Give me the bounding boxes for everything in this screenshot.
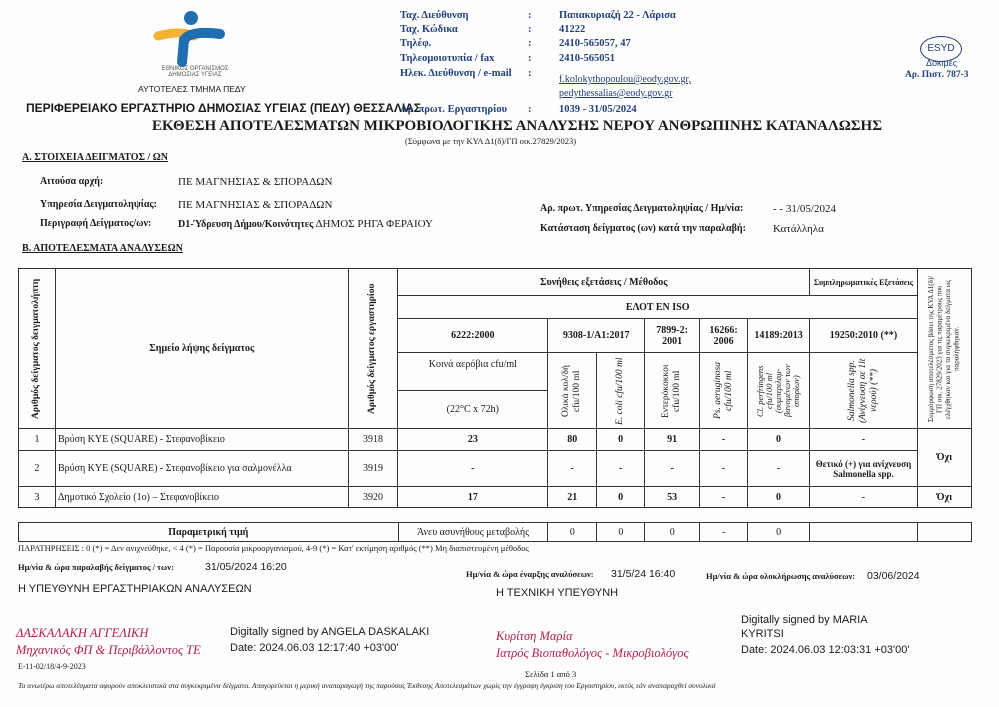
requester-value: ΠΕ ΜΑΓΝΗΣΙΑΣ & ΣΠΟΡΑΔΩΝ <box>178 176 333 188</box>
email-link-1[interactable]: f.kolokythopoulou@eody.gov.gr, <box>559 74 691 85</box>
header-lab-no: Αριθμός δείγματος εργαστηρίου <box>347 268 399 429</box>
param: Ολικά κολ/δή cfu/100 ml <box>547 352 598 429</box>
method: 19250:2010 (**) <box>809 318 918 353</box>
method: 16266: 2006 <box>699 318 749 353</box>
right-signer-name: Κυρίτση Μαρία <box>496 629 573 643</box>
header-standard: ΕΛΟΤ EN ISO <box>397 295 918 319</box>
param-aerobic-condition: (22°C x 72h) <box>397 390 549 429</box>
end-label: Ημ/νία & ώρα ολοκλήρωσης αναλύσεων: <box>706 571 856 581</box>
left-signer-title: Μηχανικός ΦΠ & Περιβάλλοντος ΤΕ <box>16 643 201 657</box>
service-value: ΠΕ ΜΑΓΝΗΣΙΑΣ & ΣΠΟΡΑΔΩΝ <box>178 199 333 211</box>
left-signature-date: Date: 2024.06.03 12:17:40 +03'00' <box>230 642 399 654</box>
param: E. coli cfu/100 ml <box>596 352 646 429</box>
right-digital-signature-name: KYRITSI <box>741 628 784 640</box>
left-signer-name: ΔΑΣΚΑΛΑΚΗ ΑΓΓΕΛΙΚΗ <box>16 626 149 640</box>
end-value: 03/06/2024 <box>867 570 920 582</box>
receipt-label: Ημ/νία & ώρα παραλαβής δείγματος / των: <box>18 562 174 572</box>
lab-protocol: 1039 - 31/05/2024 <box>559 104 637 115</box>
right-signature-date: Date: 2024.06.03 12:03:31 +03'00' <box>741 644 910 656</box>
left-digital-signature[interactable]: Digitally signed by ANGELA DASKALAKI <box>230 626 430 638</box>
esyd-logo-icon: ESYD <box>920 36 962 62</box>
header-tests: Συνήθεις εξετάσεις / Μέθοδος <box>397 268 811 296</box>
postal-code: 41222 <box>559 24 586 35</box>
logo-text: ΕΘΝΙΚΟΣ ΟΡΓΑΝΙΣΜΟΣ ΔΗΜΟΣΙΑΣ ΥΓΕΙΑΣ <box>161 66 229 78</box>
service-protocol-label: Αρ. πρωτ. Υπηρεσίας Δειγματοληψίας / Ημ/… <box>540 203 744 214</box>
right-role: Η ΤΕΧΝΙΚΗ ΥΠΕΥΘΥΝΗ <box>496 587 619 599</box>
section-b-title: Β. ΑΠΟΤΕΛΕΣΜΑΤΑ ΑΝΑΛΥΣΕΩΝ <box>22 243 183 254</box>
header-sample-no: Αριθμός δείγματος δειγματολήπτη <box>18 268 56 429</box>
report-subtitle: (Σύμφωνα με την ΚΥΑ Δ1(δ)/ΓΠ οικ.27829/2… <box>405 136 577 146</box>
lab-name: ΠΕΡΙΦΕΡΕΙΑΚΟ ΕΡΓΑΣΤΗΡΙΟ ΔΗΜΟΣΙΑΣ ΥΓΕΙΑΣ … <box>26 101 422 115</box>
section-a-title: Α. ΣΤΟΙΧΕΙΑ ΔΕΙΓΜΑΤΟΣ / ΩΝ <box>22 152 169 163</box>
header-point: Σημείο λήψης δείγματος <box>54 268 349 429</box>
receipt-value: 31/05/2024 16:20 <box>205 561 287 573</box>
method: 7899-2: 2001 <box>644 318 701 353</box>
results-table: Αριθμός δείγματος δειγματολήπτη Σημείο λ… <box>18 268 973 508</box>
right-signer-title: Ιατρός Βιοπαθολόγος - Μικροβιολόγος <box>496 646 689 660</box>
state-value: Κατάλληλα <box>773 223 824 235</box>
service-protocol-value: - - 31/05/2024 <box>773 203 836 215</box>
description-label: Περιγραφή Δείγματος/ων: <box>40 218 152 229</box>
param: Εντερόκοκκοι cfu/100 ml <box>644 352 701 429</box>
param: Cl. perfringens cfu/100 ml (συμπεριλαμ-β… <box>747 352 811 429</box>
start-value: 31/5/24 16:40 <box>611 568 676 580</box>
page-number: Σελίδα 1 από 3 <box>525 669 577 679</box>
description-value: D1-Ύδρευση Δήμου/Κοινότητες ΔΗΜΟΣ ΡΗΓΑ Φ… <box>178 218 433 230</box>
param-aerobic: Κοινά αερόβια cfu/ml <box>397 352 549 391</box>
fax: 2410-565051 <box>559 53 615 64</box>
method: 14189:2013 <box>747 318 811 353</box>
header-extra: Συμπληρωματικές Εξετάσεις <box>809 268 918 296</box>
address: Παπακυριαζή 22 - Λάρισα <box>559 10 676 21</box>
form-code: E-11-02/18/4-9-2023 <box>18 662 86 671</box>
left-role: Η ΥΠΕΥΘΥΝΗ ΕΡΓΑΣΤΗΡΙΑΚΩΝ ΑΝΑΛΥΣΕΩΝ <box>18 583 252 595</box>
parametric-table: Παραμετρική τιμή Άνευ ασυνήθους μεταβολή… <box>18 522 973 542</box>
phone: 2410-565057, 47 <box>559 38 631 49</box>
parametric-label: Παραμετρική τιμή <box>18 522 399 542</box>
param: Salmonella spp. (Ανίχνευση σε 1lt νερού)… <box>809 352 918 429</box>
service-label: Υπηρεσία Δειγματοληψίας: <box>40 199 157 210</box>
param: Ps. aeruginosa cfu/100 ml <box>699 352 749 429</box>
table-row: 1 Βρύση ΚΥΕ (SQUARE) - Στεφανοβίκειο 3918 … <box>18 428 973 487</box>
right-digital-signature[interactable]: Digitally signed by MARIA <box>741 614 868 626</box>
email-link-2[interactable]: pedythessalias@eody.gov.gr <box>559 88 673 99</box>
start-label: Ημ/νία & ώρα έναρξης αναλύσεων: <box>466 569 594 579</box>
disclaimer: Τα ανωτέρω αποτελέσματα αφορούν αποκλεισ… <box>18 681 716 690</box>
state-label: Κατάσταση δείγματος (ων) κατά την παραλα… <box>540 223 746 234</box>
table-row: 2 Βρύση ΚΥΕ (SQUARE) - Στεφανοβίκειο για … <box>18 450 972 487</box>
method: 6222:2000 <box>397 318 549 353</box>
method: 9308-1/A1:2017 <box>547 318 646 353</box>
accreditation-number: Αρ. Πιστ. 787-3 <box>905 70 969 80</box>
header-compliance: Συμμόρφωση αποτελέσματος βάσει της ΚΥΑ Δ… <box>916 268 973 429</box>
notes: ΠΑΡΑΤΗΡΗΣΕΙΣ : 0 (*) = Δεν ανιχνεύθηκε, … <box>18 543 529 553</box>
requester-label: Αιτούσα αρχή: <box>40 176 104 187</box>
eody-logo-icon <box>153 11 225 67</box>
table-row: 3 Δημοτικό Σχολείο (1ο) – Στεφανοβίκειο 39… <box>18 486 973 508</box>
department: ΑΥΤΟΤΕΛΕΣ ΤΜΗΜΑ ΠΕΔΥ <box>138 84 246 94</box>
esyd-sub: Δοκιμές <box>926 58 958 68</box>
report-title: ΕΚΘΕΣΗ ΑΠΟΤΕΛΕΣΜΑΤΩΝ ΜΙΚΡΟΒΙΟΛΟΓΙΚΗΣ ΑΝΑ… <box>152 118 883 134</box>
